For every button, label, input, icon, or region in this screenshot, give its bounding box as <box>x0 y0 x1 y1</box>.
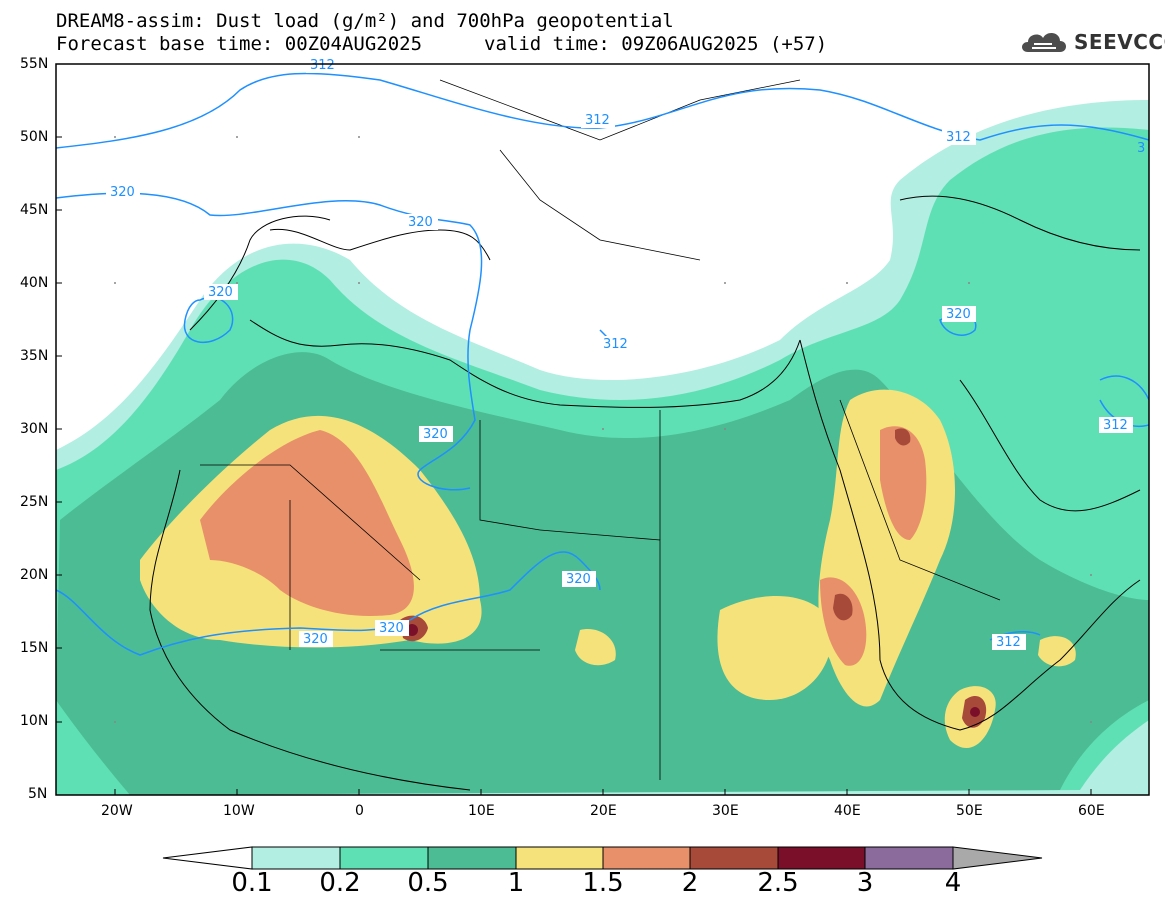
grid-dots <box>114 136 1092 723</box>
dust-2.0d <box>833 593 853 621</box>
colorbar-label: 1.5 <box>582 868 624 898</box>
colorbar-label: 0.2 <box>319 868 361 898</box>
lon-label: 60E <box>1078 803 1105 819</box>
colorbar-right-arrow <box>952 846 1043 870</box>
lon-label: 0 <box>355 803 364 819</box>
colorbar-label: 3 <box>856 868 874 898</box>
contour-label-text: 312 <box>603 337 628 352</box>
contour-label-12: 312 <box>992 634 1026 650</box>
colorbar-label: 2 <box>681 868 699 898</box>
colorbar <box>162 846 1043 870</box>
dust-2.0c <box>895 428 911 446</box>
lat-label: 55N <box>20 56 49 72</box>
dust-0.2b <box>1000 327 1149 480</box>
contour-label-6: 320 <box>404 214 438 230</box>
contour-label-text: 320 <box>566 572 591 587</box>
map-area <box>56 64 1149 795</box>
lon-label: 20E <box>590 803 617 819</box>
contour-label-text: 312 <box>946 130 971 145</box>
contour-label-4: 312 <box>1099 417 1133 433</box>
lon-label: 10W <box>223 803 255 819</box>
contour-label-9: 320 <box>562 571 596 587</box>
colorbar-left-arrow <box>162 846 253 870</box>
lat-label: 15N <box>20 640 49 656</box>
cloud-icon <box>1022 32 1066 52</box>
lon-label: 50E <box>956 803 983 819</box>
dust-1.5 <box>200 430 414 616</box>
lat-label: 30N <box>20 421 49 437</box>
contour-label-14: 3 <box>1137 141 1145 156</box>
contour-label-1: 312 <box>581 112 615 128</box>
title-line-2: Forecast base time: 00Z04AUG2025 <box>56 33 423 55</box>
lat-label: 25N <box>20 494 49 510</box>
lat-label: 10N <box>20 713 49 729</box>
dust-1.0e <box>575 629 616 666</box>
colorbar-label: 0.5 <box>407 868 449 898</box>
contour-label-text: 320 <box>408 215 433 230</box>
contour-label-text: 320 <box>379 621 404 636</box>
lat-label: 40N <box>20 275 49 291</box>
contour-label-3: 312 <box>599 336 633 352</box>
contour-label-text: 3 <box>1137 141 1145 156</box>
seevccc-logo: SEEVCCC <box>1018 24 1165 60</box>
borders <box>200 79 1001 780</box>
lat-label: 5N <box>28 786 48 802</box>
colorbar-label: 1 <box>507 868 525 898</box>
lat-label: 20N <box>20 567 49 583</box>
dust-1.0c <box>717 596 832 700</box>
lon-label: 30E <box>712 803 739 819</box>
colorbar-bin-2 <box>427 846 517 870</box>
logo-text: SEEVCCC <box>1074 30 1165 54</box>
contour-label-text: 320 <box>110 185 135 200</box>
valid-time: valid time: 09Z06AUG2025 (+57) <box>484 33 828 55</box>
coastlines <box>149 195 1141 791</box>
contour-label-text: 312 <box>1103 418 1128 433</box>
dust-1.5c <box>820 577 867 666</box>
dust-1.5b <box>880 426 927 540</box>
dust-2.5b <box>970 707 980 717</box>
colorbar-label: 0.1 <box>231 868 273 898</box>
colorbar-bin-3 <box>515 846 604 870</box>
contour-label-text: 320 <box>208 285 233 300</box>
lon-label: 40E <box>834 803 861 819</box>
colorbar-bin-5 <box>689 846 779 870</box>
lat-label: 35N <box>20 348 49 364</box>
contour-label-2: 312 <box>942 129 976 145</box>
axis-ticks <box>56 63 1092 795</box>
contour-label-10: 320 <box>299 631 333 647</box>
contour-label-group: 312 312 312 312 312 320 320 320 320 320 … <box>106 57 1145 650</box>
colorbar-bin-4 <box>602 846 691 870</box>
contour-label-11: 320 <box>375 620 409 636</box>
contour-label-text: 312 <box>996 635 1021 650</box>
contour-label-8: 320 <box>419 426 453 442</box>
contour-label-text: 320 <box>946 307 971 322</box>
lon-label: 20W <box>101 803 133 819</box>
contour-label-text: 320 <box>423 427 448 442</box>
contour-label-text: 320 <box>303 632 328 647</box>
contour-label-13: 320 <box>942 306 976 322</box>
contour-label-text: 312 <box>585 113 610 128</box>
dust-1.0f <box>1038 636 1076 667</box>
colorbar-label: 2.5 <box>757 868 799 898</box>
colorbar-label: 4 <box>944 868 962 898</box>
lat-label: 45N <box>20 202 49 218</box>
colorbar-bin-1 <box>339 846 429 870</box>
contour-label-text: 312 <box>310 58 335 73</box>
contour-label-0: 312 <box>306 57 340 73</box>
colorbar-bin-6 <box>777 846 866 870</box>
lat-label: 50N <box>20 129 49 145</box>
lon-label: 10E <box>468 803 495 819</box>
title-line-1: DREAM8-assim: Dust load (g/m²) and 700hP… <box>56 10 674 32</box>
contour-label-7: 320 <box>204 284 238 300</box>
colorbar-bin-0 <box>251 846 341 870</box>
colorbar-bin-7 <box>864 846 954 870</box>
contour-label-5: 320 <box>106 184 140 200</box>
